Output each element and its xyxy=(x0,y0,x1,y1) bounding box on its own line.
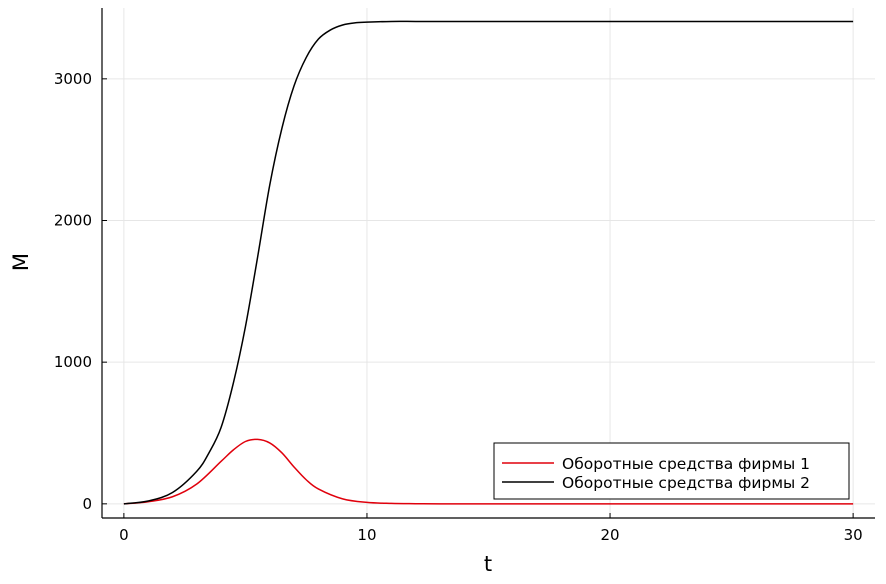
legend-label-series-2: Оборотные средства фирмы 2 xyxy=(562,474,810,492)
y-tick-label-0: 0 xyxy=(82,495,92,513)
series-lines xyxy=(123,20,854,505)
series-line-1 xyxy=(123,438,854,505)
grid xyxy=(102,8,875,518)
x-tick-label-2: 20 xyxy=(600,526,619,544)
x-tick-label-1: 10 xyxy=(357,526,376,544)
x-tick-label-0: 0 xyxy=(119,526,129,544)
tick-labels: 0 10 20 30 0 1000 2000 3000 xyxy=(54,70,863,544)
series-line-2 xyxy=(123,20,854,505)
y-axis-label: M xyxy=(9,253,33,271)
x-axis-label: t xyxy=(484,552,492,576)
legend-box xyxy=(493,442,850,500)
axes xyxy=(101,8,875,519)
legend: Оборотные средства фирмы 1 Оборотные сре… xyxy=(493,442,850,500)
y-tick-label-1: 1000 xyxy=(54,353,92,371)
y-tick-label-3: 3000 xyxy=(54,70,92,88)
y-tick-label-2: 2000 xyxy=(54,212,92,230)
legend-label-series-1: Оборотные средства фирмы 1 xyxy=(562,455,810,473)
x-tick-label-3: 30 xyxy=(844,526,863,544)
